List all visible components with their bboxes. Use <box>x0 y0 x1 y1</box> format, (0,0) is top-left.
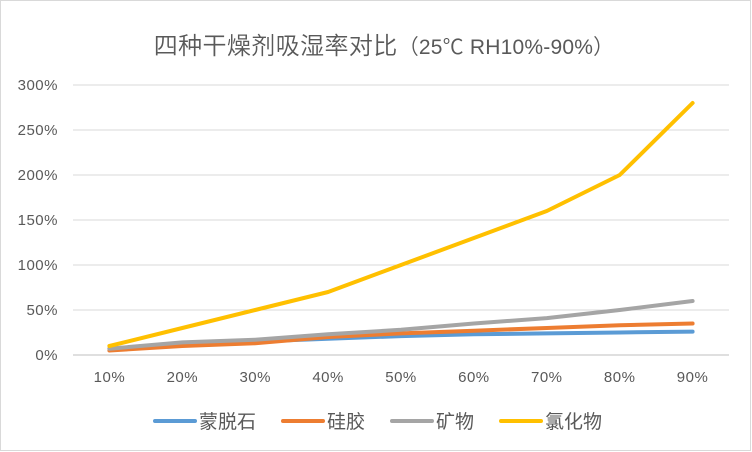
y-axis-label: 150% <box>17 209 58 230</box>
x-axis-label: 80% <box>603 366 636 387</box>
chart-title-sub: （25℃ RH10%-90%） <box>397 31 615 61</box>
legend-item-4[interactable]: 氯化物 <box>499 409 602 433</box>
legend-label-1: 蒙脱石 <box>198 407 256 434</box>
y-axis-label: 250% <box>17 119 58 140</box>
legend-item-1[interactable]: 蒙脱石 <box>152 407 256 434</box>
chart-title-main: 四种干燥剂吸湿率对比 <box>153 26 398 61</box>
series-line-3[interactable] <box>107 299 695 351</box>
x-axis-label: 50% <box>385 366 417 387</box>
y-axis-label: 50% <box>26 299 58 320</box>
y-axis-label: 0% <box>35 344 58 365</box>
series-line-2[interactable] <box>107 321 695 353</box>
x-axis-label: 90% <box>676 366 709 387</box>
legend-marker-4 <box>499 419 544 423</box>
legend-item-2[interactable]: 硅胶 <box>280 407 365 434</box>
x-axis-label: 70% <box>531 366 563 387</box>
legend-marker-3 <box>390 419 434 423</box>
legend-label-2: 硅胶 <box>326 407 365 434</box>
y-axis-label: 200% <box>17 164 58 185</box>
legend-label-4: 氯化物 <box>545 407 603 434</box>
y-axis-label: 100% <box>17 254 58 275</box>
legend-item-3[interactable]: 矿物 <box>390 409 474 433</box>
series-line-4[interactable] <box>107 101 695 348</box>
legend-label-3: 矿物 <box>436 407 475 434</box>
x-axis-label: 10% <box>93 366 126 387</box>
x-axis-label: 30% <box>239 366 271 387</box>
x-axis-label: 40% <box>312 366 344 387</box>
x-axis-label: 60% <box>458 366 490 387</box>
legend-marker-2 <box>280 419 325 423</box>
chart-title[interactable]: 四种干燥剂吸湿率对比（25℃ RH10%-90%） <box>0 26 752 62</box>
x-axis-label: 20% <box>166 366 199 387</box>
y-axis-label: 300% <box>17 74 58 95</box>
legend[interactable]: 蒙脱石 硅胶 矿物 氯化物 <box>0 409 752 433</box>
legend-marker-1 <box>152 419 197 423</box>
